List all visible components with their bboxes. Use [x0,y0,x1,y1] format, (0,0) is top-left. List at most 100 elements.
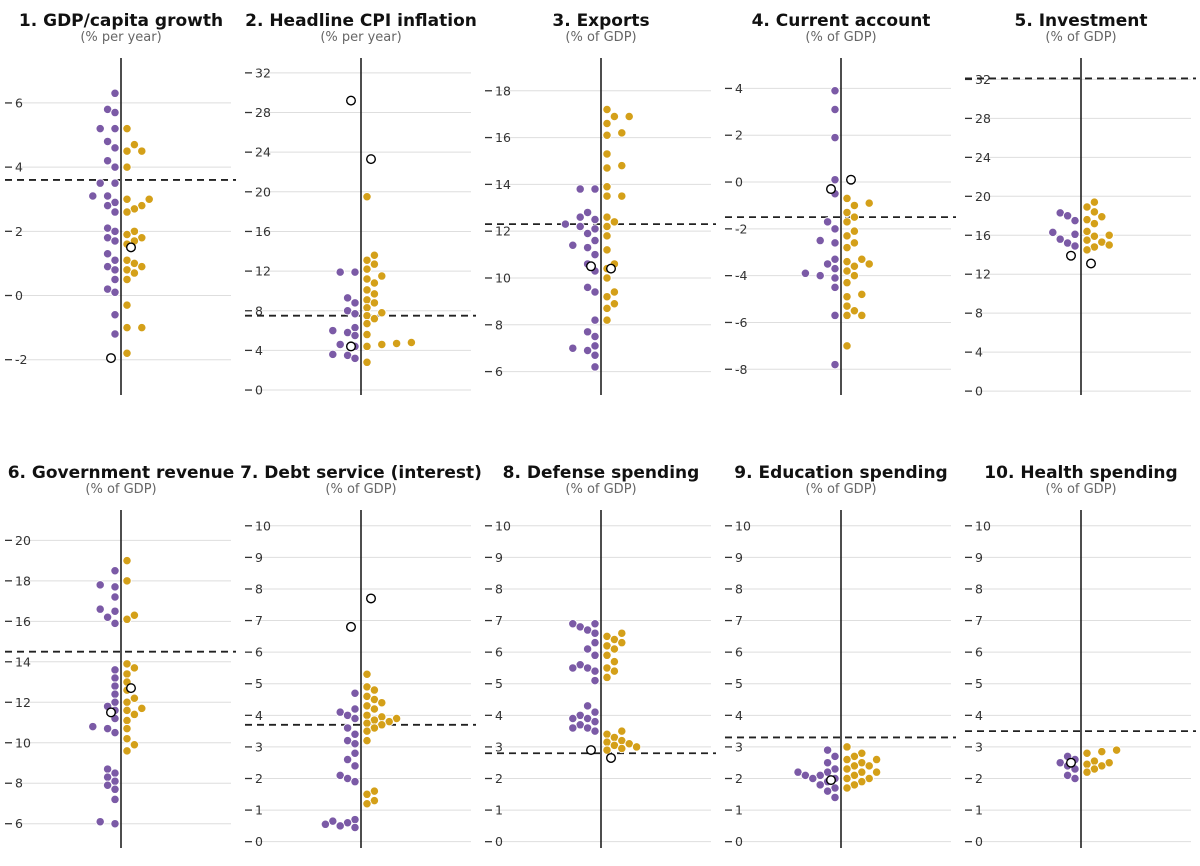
point-group-b [857,289,867,300]
point-group-b [602,650,612,660]
point-group-b [609,299,620,309]
point-group-a [568,723,578,733]
point-group-b [122,705,132,716]
point-group-b [122,123,132,134]
point-group-b [122,207,132,217]
point-group-b [1082,767,1092,777]
point-group-a [1062,211,1073,221]
point-group-b [122,697,132,707]
point-group-a [822,745,833,755]
point-group-a [1048,227,1058,237]
tick-label: 3 [975,739,983,754]
point-group-a [590,707,600,717]
point-group-a [110,592,120,602]
point-group-b [842,278,852,288]
tick-label: 2 [255,771,263,786]
point-group-a [822,786,833,796]
point-group-a [350,267,360,277]
point-group-a [110,226,120,236]
point-group-a [350,761,360,771]
point-group-a [350,729,360,739]
point-group-b [1089,207,1100,217]
tick-label: 8 [735,581,743,596]
point-group-a [830,175,840,185]
highlight-marker [346,621,357,632]
point-group-a [88,721,98,732]
point-group-b [122,669,132,679]
tick-label: 1 [495,803,503,818]
tick-label: 5 [735,676,743,691]
point-group-b [362,669,372,679]
point-group-b [1082,748,1092,758]
panel-3: 3. Exports(% of GDP) 6 8 10 12 14 16 18 [485,11,716,395]
point-group-a [95,604,105,614]
tick-label: 6 [15,95,23,110]
point-group-a [575,221,585,232]
point-group-b [362,318,372,329]
point-group-b [1082,759,1092,769]
panel-title: 4. Current account [752,11,931,31]
point-group-a [830,104,840,115]
point-group-a [110,265,120,275]
point-group-b [602,745,612,755]
tick-label: 8 [495,581,503,596]
point-group-b [849,212,860,222]
panel-subtitle: (% per year) [320,30,401,45]
point-group-a [1070,241,1080,251]
point-group-a [582,207,593,218]
tick-label: 32 [975,72,991,87]
point-group-b [122,348,132,358]
tick-label: 4 [735,81,743,96]
point-group-b [362,329,372,340]
point-group-b [1104,240,1114,250]
panel-subtitle: (% of GDP) [1045,482,1116,497]
tick-label: 8 [975,306,983,321]
point-group-a [350,748,360,758]
point-group-a [808,773,818,784]
point-group-a [590,716,600,727]
point-group-a [350,688,360,698]
point-group-b [617,628,627,638]
point-group-b [631,742,642,752]
point-group-a [1070,216,1080,226]
point-group-a [95,123,105,134]
tick-label: 14 [495,177,511,192]
point-group-b [362,718,372,728]
point-group-a [320,819,331,829]
tick-label: 2 [15,224,23,239]
point-group-a [1055,234,1065,244]
point-group-b [602,245,612,255]
point-group-b [602,292,612,302]
point-group-b [137,703,147,713]
point-group-a [590,184,600,194]
point-group-b [122,659,132,669]
tick-label: 14 [15,654,31,669]
point-group-a [110,178,120,188]
tick-label: 5 [495,676,503,691]
tick-label: 8 [255,303,263,318]
point-group-a [335,821,345,831]
point-group-b [362,255,372,265]
point-group-b [362,274,372,284]
tick-label: 2 [735,771,743,786]
point-group-a [342,293,353,303]
point-group-b [864,259,874,269]
point-group-b [122,274,132,285]
point-group-b [617,638,627,648]
panel-subtitle: (% of GDP) [1045,30,1116,45]
point-group-b [842,783,852,793]
point-group-b [137,146,147,156]
point-group-b [129,709,140,720]
point-group-b [122,194,132,204]
point-group-b [362,264,372,274]
point-group-b [137,261,147,272]
tick-label: 6 [495,645,503,660]
point-group-a [110,88,120,98]
point-group-a [350,330,360,341]
point-group-b [842,207,852,218]
tick-label: 1 [975,803,983,818]
panel-2: 2. Headline CPI inflation(% per year) 0 4 8… [245,11,477,398]
tick-label: 6 [15,816,23,831]
point-group-a [582,242,593,253]
tick-label: 32 [255,65,271,80]
